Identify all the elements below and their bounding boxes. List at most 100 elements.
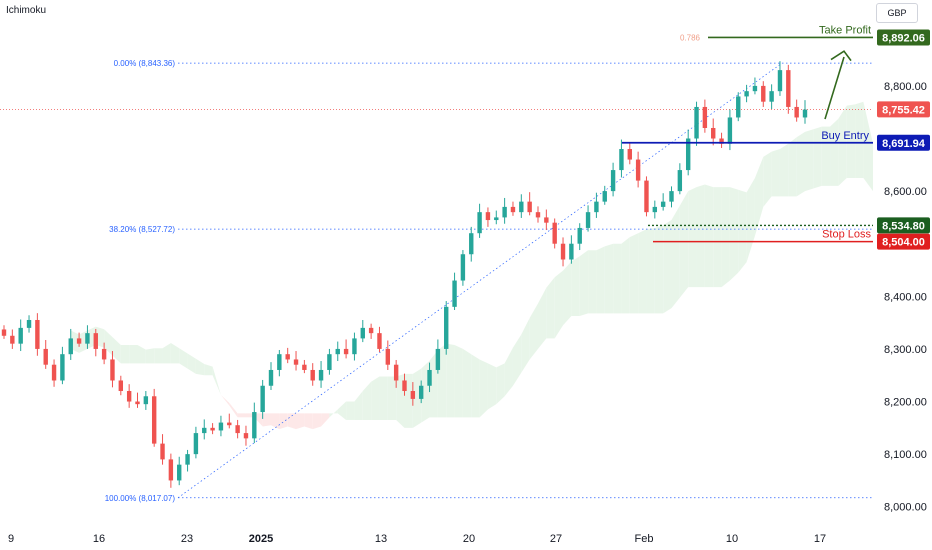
cloud-segment <box>179 348 188 369</box>
cloud-segment <box>237 413 246 418</box>
cloud-segment <box>154 348 163 364</box>
candle-body <box>769 91 774 102</box>
candle-body <box>260 385 265 413</box>
candle-body <box>193 433 199 455</box>
cloud-segment <box>379 376 388 420</box>
price-tag-text: 8,691.94 <box>882 138 926 150</box>
cloud-segment <box>529 303 538 360</box>
cloud-segment <box>162 343 171 364</box>
candle-body <box>669 191 674 202</box>
candle-body <box>694 106 699 139</box>
currency-selector[interactable]: GBP <box>876 3 918 23</box>
cloud-segment <box>671 205 680 309</box>
buy-entry-tag: 8,691.94 <box>877 134 930 151</box>
candle-body <box>43 348 48 365</box>
cloud-segment <box>479 359 488 418</box>
cloud-segment <box>596 246 605 314</box>
x-axis-tick: 13 <box>375 533 387 545</box>
cloud-segment <box>129 344 138 364</box>
cloud-segment <box>220 394 230 406</box>
cloud-segment <box>796 131 805 197</box>
candle-body <box>544 217 549 223</box>
candle-body <box>135 401 140 405</box>
price-tag-text: 8,755.42 <box>882 104 925 116</box>
projection-arrow <box>824 56 845 120</box>
stop-loss-label: Stop Loss <box>822 229 871 241</box>
y-axis-tick: 8,400.00 <box>884 291 927 303</box>
candle-body <box>101 348 107 360</box>
candle-body <box>285 354 290 360</box>
indicator-label[interactable]: Ichimoku <box>6 5 47 16</box>
cloud-segment <box>362 381 372 420</box>
candle-body <box>360 327 365 339</box>
take-profit-label: Take Profit <box>819 24 871 36</box>
y-axis-tick: 8,800.00 <box>884 81 927 93</box>
cloud-segment <box>638 229 647 314</box>
cloud-segment <box>329 409 338 418</box>
cloud-segment <box>629 233 639 314</box>
candle-body <box>752 85 758 92</box>
cloud-segment <box>454 344 463 418</box>
cloud-segment <box>504 347 513 397</box>
take-profit-tag: 8,892.06 <box>877 29 930 46</box>
candle-body <box>452 280 457 307</box>
cloud-segment <box>487 363 497 410</box>
candle-body <box>777 70 783 92</box>
price-tag-bg <box>877 134 930 151</box>
cloud-segment <box>462 348 472 418</box>
cloud-segment <box>112 337 121 364</box>
x-axis-tick: 2025 <box>249 533 273 545</box>
cloud-segment <box>704 184 714 288</box>
cloud-segment <box>296 413 305 430</box>
candle-body <box>368 327 374 334</box>
fib-level-label: 38.20% (8,527.72) <box>109 225 175 234</box>
candle-body <box>418 385 424 399</box>
candle-body <box>627 149 632 160</box>
cloud-segment <box>838 105 847 186</box>
fib-trendline <box>177 62 783 499</box>
fib-level-label: 0.00% (8,843.36) <box>114 59 176 68</box>
candle-body <box>1 329 7 336</box>
candle-body <box>118 380 124 392</box>
candle-body <box>761 85 766 102</box>
candle-body <box>577 227 582 244</box>
reference-lines: 0.00% (8,843.36) 38.20% (8,527.72) 100.00%… <box>0 59 873 503</box>
candle-body <box>202 427 207 434</box>
cloud-segment <box>187 353 196 374</box>
cloud-segment <box>204 364 213 376</box>
cloud-segment <box>554 270 564 339</box>
candle-body <box>126 391 132 402</box>
candle-body <box>385 348 391 365</box>
cloud-segment <box>613 243 622 314</box>
y-axis-tick: 8,100.00 <box>884 449 927 461</box>
cloud-segment <box>713 187 722 288</box>
cloud-segment <box>137 344 146 364</box>
candle-body <box>185 454 190 465</box>
candle-body <box>552 222 557 244</box>
candle-body <box>352 338 357 355</box>
candle-body <box>51 364 57 381</box>
cloud-segment <box>846 104 856 178</box>
cloud-segment <box>788 137 797 197</box>
x-axis-tick: 23 <box>181 533 193 545</box>
candle-body <box>794 106 799 118</box>
candle-body <box>151 396 157 444</box>
candle-body <box>68 338 73 355</box>
candle-body <box>377 333 382 349</box>
buy-entry-label: Buy Entry <box>821 130 869 142</box>
candle-body <box>427 369 432 386</box>
cloud-segment <box>579 250 589 317</box>
cloud-segment <box>346 401 355 420</box>
cloud-segment <box>696 184 705 288</box>
candle-body <box>302 364 307 370</box>
cloud-segment <box>805 129 814 192</box>
price-tag-bg <box>877 233 930 250</box>
x-axis-tick: Feb <box>635 533 654 545</box>
cloud-segment <box>170 343 180 364</box>
axes: 8,000.00 8,100.00 8,200.00 8,300.00 8,400.00… <box>8 28 930 545</box>
cloud-segment <box>771 149 780 197</box>
cloud-segment <box>721 187 730 288</box>
cloud-segment <box>738 189 747 273</box>
cloud-segment <box>604 243 614 314</box>
